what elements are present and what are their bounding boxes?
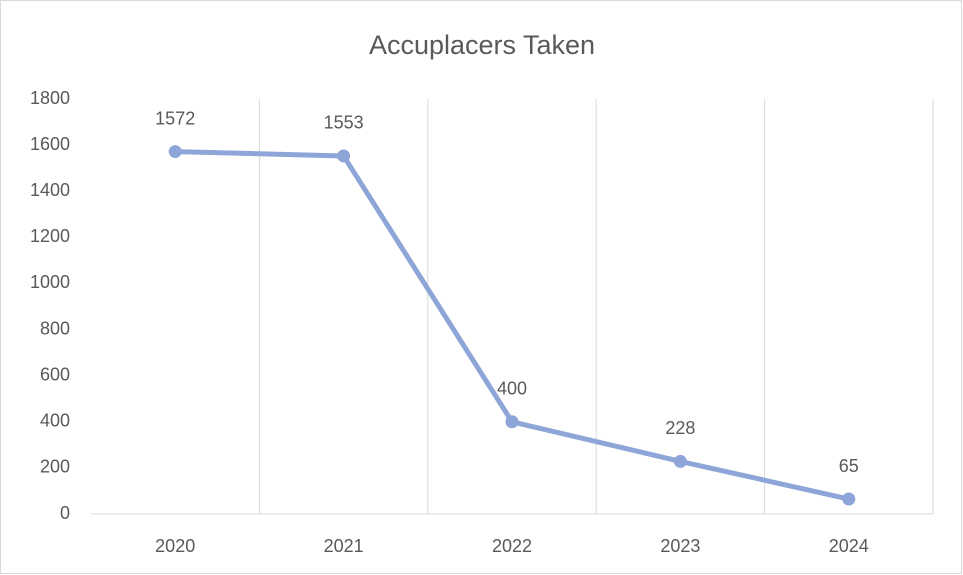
data-label: 1572 <box>155 108 195 128</box>
y-tick-label: 800 <box>40 318 70 338</box>
x-tick-label: 2024 <box>829 536 869 556</box>
y-tick-label: 1400 <box>30 180 70 200</box>
data-label: 65 <box>839 456 859 476</box>
y-tick-label: 1600 <box>30 134 70 154</box>
data-label: 400 <box>497 379 527 399</box>
x-tick-label: 2023 <box>660 536 700 556</box>
x-tick-label: 2021 <box>324 536 364 556</box>
data-point <box>673 454 687 468</box>
y-tick-label: 0 <box>60 503 70 523</box>
data-point <box>842 492 856 506</box>
y-tick-label: 400 <box>40 411 70 431</box>
y-tick-label: 600 <box>40 364 70 384</box>
data-label: 228 <box>665 418 695 438</box>
data-point <box>168 145 182 159</box>
chart-title: Accuplacers Taken <box>369 30 595 60</box>
x-tick-label: 2022 <box>492 536 532 556</box>
y-tick-label: 1800 <box>30 88 70 108</box>
data-point <box>337 149 351 163</box>
y-tick-label: 200 <box>40 457 70 477</box>
y-tick-label: 1000 <box>30 272 70 292</box>
data-point <box>505 415 519 429</box>
data-label: 1553 <box>324 113 364 133</box>
x-tick-label: 2020 <box>155 536 195 556</box>
y-tick-label: 1200 <box>30 226 70 246</box>
